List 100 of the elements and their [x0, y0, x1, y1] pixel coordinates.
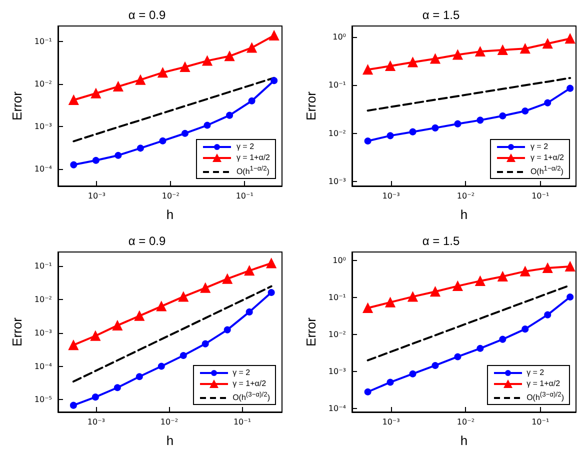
- point: [270, 77, 278, 84]
- point: [136, 373, 143, 380]
- point: [498, 271, 508, 282]
- point: [566, 294, 574, 301]
- point: [200, 282, 210, 293]
- point: [70, 161, 78, 168]
- point: [386, 378, 394, 386]
- point: [566, 84, 574, 92]
- y-tick-label: 10⁻³: [34, 328, 52, 338]
- y-tick-label: 10⁻⁵: [34, 395, 52, 404]
- legend-label: O(h$^{1−α/2}$): [530, 165, 564, 176]
- y-tick-label: 10⁻¹: [328, 292, 346, 302]
- point: [542, 38, 553, 49]
- point: [136, 144, 144, 152]
- point: [499, 336, 506, 343]
- point: [364, 138, 372, 144]
- point: [90, 88, 101, 98]
- y-tick-label: 10⁻³: [328, 366, 346, 376]
- x-tick-label: 10⁻¹: [532, 418, 550, 426]
- point: [135, 74, 146, 85]
- point: [224, 51, 235, 62]
- point: [114, 152, 122, 159]
- x-axis-title: h: [460, 207, 468, 222]
- point: [159, 137, 166, 144]
- x-tick-label: 10⁻³: [88, 192, 106, 200]
- point: [364, 388, 372, 396]
- point: [92, 394, 99, 401]
- legend-label: γ = 1+α/2: [232, 379, 266, 388]
- x-tick-label: 10⁻²: [162, 192, 180, 200]
- y-tick-label: 10⁻²: [34, 294, 52, 304]
- y-tick-label: 10⁻²: [328, 128, 346, 138]
- point: [202, 56, 212, 66]
- point: [246, 308, 253, 316]
- point: [452, 50, 463, 60]
- point: [408, 57, 418, 68]
- point: [202, 340, 209, 348]
- point: [90, 330, 100, 341]
- legend-label: γ = 1+α/2: [530, 153, 564, 162]
- point: [408, 292, 418, 302]
- point: [180, 62, 190, 72]
- point: [430, 286, 440, 297]
- legend-label: O(h$^{1−α/2}$): [236, 165, 270, 176]
- y-tick-label: 10⁻³: [34, 122, 52, 132]
- x-tick-label: 10⁻³: [382, 192, 400, 200]
- point: [158, 68, 168, 78]
- y-axis-title: Error: [9, 316, 24, 346]
- legend-label: γ = 2: [236, 142, 254, 152]
- x-axis-title: h: [166, 433, 174, 448]
- y-tick-label: 10⁻¹: [34, 36, 52, 46]
- point: [499, 112, 506, 120]
- point: [565, 34, 576, 44]
- point: [385, 297, 396, 308]
- point: [158, 362, 165, 370]
- y-axis-title: Error: [303, 316, 318, 346]
- point: [542, 262, 553, 273]
- point: [430, 54, 440, 64]
- legend-label: γ = 1+α/2: [526, 379, 560, 388]
- point: [204, 122, 211, 129]
- point: [222, 274, 232, 284]
- point: [522, 108, 529, 115]
- x-tick-label: 10⁻²: [456, 192, 475, 200]
- y-tick-label: 10⁻⁴: [328, 404, 346, 413]
- point: [432, 124, 439, 132]
- point: [520, 266, 530, 276]
- x-tick-label: 10⁻²: [456, 418, 475, 426]
- point: [544, 99, 552, 106]
- y-tick-label: 10⁻²: [328, 330, 346, 339]
- x-tick-label: 10⁻¹: [233, 418, 252, 426]
- point: [178, 292, 188, 302]
- x-tick-label: 10⁻²: [160, 418, 178, 426]
- point: [244, 266, 254, 276]
- point: [70, 402, 77, 409]
- x-tick-label: 10⁻³: [382, 418, 400, 426]
- point: [134, 310, 144, 321]
- y-tick-label: 10⁻⁴: [34, 362, 52, 371]
- point: [248, 97, 256, 104]
- point: [92, 156, 100, 164]
- point: [268, 289, 275, 296]
- point: [386, 132, 394, 140]
- y-tick-label: 10⁻³: [328, 176, 346, 186]
- point: [522, 326, 529, 333]
- point: [476, 344, 484, 352]
- point: [182, 130, 188, 137]
- line-series: [366, 76, 572, 112]
- x-axis-title: h: [166, 207, 174, 222]
- point: [452, 281, 463, 292]
- point: [68, 94, 79, 105]
- point: [476, 116, 484, 124]
- x-axis-title: h: [460, 433, 468, 448]
- point: [475, 46, 486, 57]
- point: [266, 258, 276, 268]
- point: [114, 384, 121, 392]
- x-tick-label: 10⁻¹: [532, 192, 550, 200]
- y-tick-label: 10⁻²: [34, 79, 52, 88]
- y-tick-label: 10⁻¹: [328, 80, 346, 90]
- y-axis-title: Error: [9, 90, 24, 120]
- chart-title: α = 1.5: [422, 8, 460, 22]
- point: [520, 44, 530, 54]
- point: [156, 301, 166, 312]
- point: [269, 30, 280, 40]
